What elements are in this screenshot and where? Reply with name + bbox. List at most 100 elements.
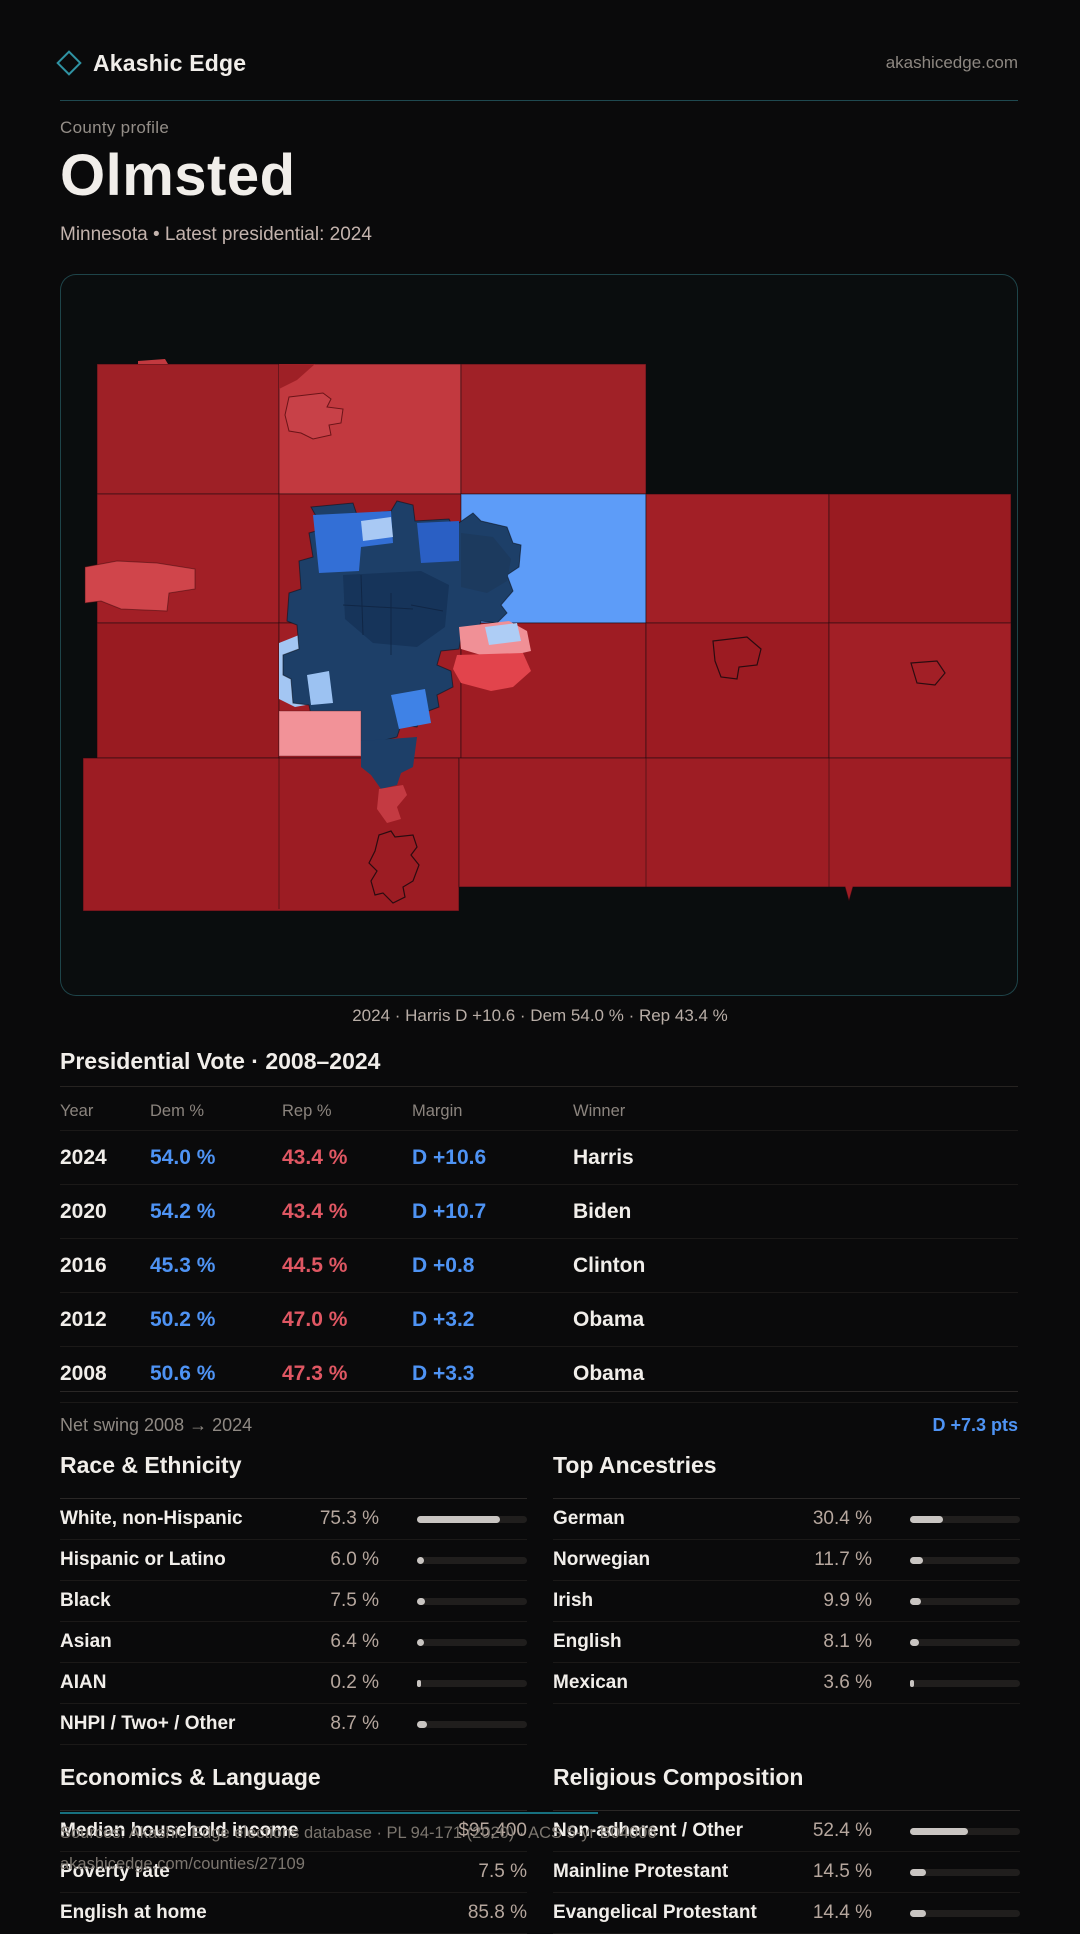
stat-label: White, non-Hispanic xyxy=(60,1508,243,1529)
stat-label: Hispanic or Latino xyxy=(60,1549,226,1570)
footer-rule xyxy=(60,1812,598,1814)
stat-bar-fill xyxy=(417,1679,421,1687)
stat-row: Norwegian 11.7 % xyxy=(553,1540,1020,1581)
vote-table-row: 2016 45.3 % 44.5 % D +0.8 Clinton xyxy=(60,1239,1018,1293)
stat-bar xyxy=(910,1515,1020,1523)
divider xyxy=(60,1498,527,1499)
stat-bar-fill xyxy=(417,1515,500,1523)
stat-row: White, non-Hispanic 75.3 % xyxy=(60,1499,527,1540)
vote-cell-rep: 43.4 % xyxy=(282,1146,348,1169)
vote-cell-dem: 50.2 % xyxy=(150,1308,216,1331)
stat-label: Asian xyxy=(60,1631,112,1652)
vote-cell-margin: D +3.2 xyxy=(412,1308,475,1331)
vote-cell-winner: Harris xyxy=(573,1146,634,1169)
section-title: Top Ancestries xyxy=(553,1452,717,1478)
vote-table-rows: 2024 54.0 % 43.4 % D +10.6 Harris 2020 54.2 % 4… xyxy=(60,1131,1018,1400)
stat-value: 7.5 % xyxy=(330,1590,379,1611)
stat-bar xyxy=(910,1638,1020,1646)
divider xyxy=(553,1498,1020,1499)
map-caption: 2024 · Harris D +10.6 · Dem 54.0 % · Rep… xyxy=(352,1006,728,1025)
stat-bar-fill xyxy=(910,1515,944,1523)
stat-label: Irish xyxy=(553,1590,594,1611)
section-economics-language: Economics & Language Median household in… xyxy=(60,1760,527,1934)
stat-label: Non-adherent / Other xyxy=(553,1820,744,1841)
stat-label: German xyxy=(553,1508,625,1529)
vote-cell-year: 2008 xyxy=(60,1362,107,1385)
stat-value: 9.9 % xyxy=(823,1590,872,1611)
vote-cell-rep: 43.4 % xyxy=(282,1200,348,1223)
stat-bar xyxy=(417,1679,527,1687)
stat-value: 8.7 % xyxy=(330,1713,379,1734)
divider xyxy=(60,1130,1018,1131)
section-rows: White, non-Hispanic 75.3 % Hispanic or Lat… xyxy=(60,1499,527,1745)
vote-cell-dem: 54.2 % xyxy=(150,1200,216,1223)
divider xyxy=(553,1810,1020,1811)
stat-value: 30.4 % xyxy=(812,1508,872,1529)
vote-cell-dem: 54.0 % xyxy=(150,1146,216,1169)
stat-label: Median household income xyxy=(60,1820,299,1841)
vote-cell-margin: D +10.7 xyxy=(412,1200,487,1223)
section-title: Race & Ethnicity xyxy=(60,1452,242,1478)
stat-value: 8.1 % xyxy=(823,1631,872,1652)
section-title: Economics & Language xyxy=(60,1764,321,1790)
stat-bar xyxy=(417,1638,527,1646)
vote-cell-rep: 44.5 % xyxy=(282,1254,348,1277)
stat-bar xyxy=(910,1827,1020,1835)
stat-row: Black 7.5 % xyxy=(60,1581,527,1622)
vote-table-header: Year Dem % Rep % Margin Winner xyxy=(60,1094,1018,1130)
stat-row: German 30.4 % xyxy=(553,1499,1020,1540)
stat-value: $95,400 xyxy=(458,1820,527,1841)
stat-bar-fill xyxy=(910,1638,919,1646)
divider xyxy=(60,1391,1018,1392)
stat-bar xyxy=(417,1720,527,1728)
stat-bar-fill xyxy=(417,1720,427,1728)
brand-domain: akashicedge.com xyxy=(885,53,1018,72)
stat-bar-fill xyxy=(417,1638,425,1646)
vote-column-header: Winner xyxy=(573,1102,626,1120)
stat-bar-fill xyxy=(910,1597,921,1605)
stat-bar xyxy=(417,1556,527,1564)
stat-bar xyxy=(417,1597,527,1605)
stat-label: Norwegian xyxy=(553,1549,651,1570)
stat-row: English 8.1 % xyxy=(553,1622,1020,1663)
net-swing-row: Net swing 2008 → 2024 D +7.3 pts xyxy=(60,1410,1018,1440)
diamond-logo-icon xyxy=(56,50,82,76)
net-swing-label: Net swing 2008 → 2024 xyxy=(60,1414,253,1435)
vote-cell-year: 2012 xyxy=(60,1308,107,1331)
stat-bar-fill xyxy=(910,1679,914,1687)
stat-row: Irish 9.9 % xyxy=(553,1581,1020,1622)
precinct-map xyxy=(82,359,1012,912)
brand-name: Akashic Edge xyxy=(93,49,247,76)
stat-row: NHPI / Two+ / Other 8.7 % xyxy=(60,1704,527,1745)
vote-cell-rep: 47.0 % xyxy=(282,1308,348,1331)
vote-table-row: 2024 54.0 % 43.4 % D +10.6 Harris xyxy=(60,1131,1018,1185)
vote-cell-dem: 45.3 % xyxy=(150,1254,216,1277)
stat-row: English at home 85.8 % xyxy=(60,1893,527,1934)
section-rows: Median household income $95,400 Poverty ra… xyxy=(60,1811,527,1934)
stat-label: Mexican xyxy=(553,1672,628,1693)
vote-cell-dem: 50.6 % xyxy=(150,1362,216,1385)
stat-label: NHPI / Two+ / Other xyxy=(60,1713,236,1734)
stat-value: 52.4 % xyxy=(812,1820,872,1841)
stat-bar xyxy=(417,1515,527,1523)
stat-label: Black xyxy=(60,1590,111,1611)
stat-row: Mainline Protestant 14.5 % xyxy=(553,1852,1020,1893)
stat-label: Mainline Protestant xyxy=(553,1861,729,1882)
stat-row: Asian 6.4 % xyxy=(60,1622,527,1663)
vote-cell-year: 2016 xyxy=(60,1254,107,1277)
vote-cell-rep: 47.3 % xyxy=(282,1362,348,1385)
stat-label: English at home xyxy=(60,1902,207,1923)
footer-url: akashicedge.com/counties/27109 xyxy=(60,1855,305,1873)
stat-row: Non-adherent / Other 52.4 % xyxy=(553,1811,1020,1852)
stat-value: 6.4 % xyxy=(330,1631,379,1652)
vote-column-header: Dem % xyxy=(150,1102,205,1120)
stat-bar-fill xyxy=(910,1556,923,1564)
page-subtitle: Minnesota • Latest presidential: 2024 xyxy=(60,224,372,245)
stat-row: Hispanic or Latino 6.0 % xyxy=(60,1540,527,1581)
section-top-ancestries: Top Ancestries German 30.4 % Norwegian 11.7… xyxy=(553,1448,1020,1704)
vote-table-row: 2008 50.6 % 47.3 % D +3.3 Obama xyxy=(60,1347,1018,1400)
stat-bar xyxy=(910,1679,1020,1687)
stat-row: AIAN 0.2 % xyxy=(60,1663,527,1704)
brand: Akashic Edge xyxy=(56,49,247,77)
stat-bar-fill xyxy=(910,1868,926,1876)
